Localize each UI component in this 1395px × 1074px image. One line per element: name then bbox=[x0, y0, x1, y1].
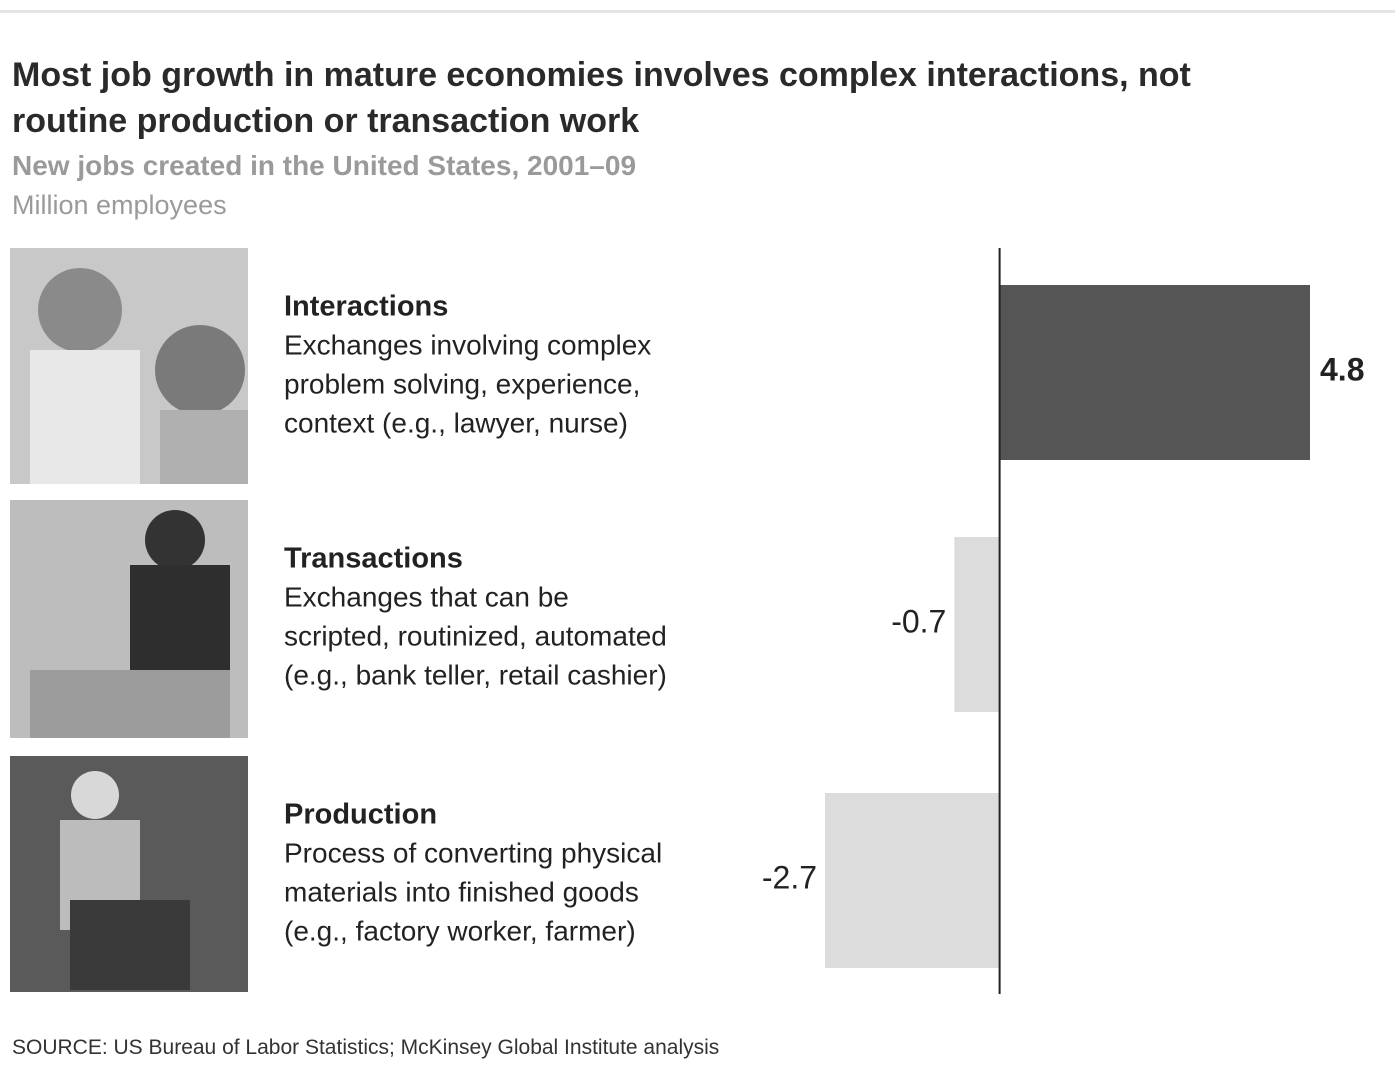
category-label: Transactions bbox=[284, 543, 463, 575]
category-description: Exchanges that can be bbox=[284, 581, 569, 612]
chart: Interactions Exchanges involving complex p… bbox=[10, 248, 1364, 994]
bar bbox=[825, 793, 1000, 968]
photo bbox=[10, 248, 248, 484]
value-label: -2.7 bbox=[762, 859, 817, 895]
value-label: 4.8 bbox=[1320, 351, 1364, 387]
photo bbox=[10, 500, 248, 738]
bar bbox=[954, 537, 1000, 712]
photo bbox=[10, 756, 248, 992]
bar bbox=[999, 285, 1310, 460]
category-description: materials into finished goods bbox=[284, 876, 639, 907]
chart-subtitle: New jobs created in the United States, 2… bbox=[12, 150, 637, 181]
category-description: context (e.g., lawyer, nurse) bbox=[284, 407, 628, 438]
category-description: Exchanges involving complex bbox=[284, 329, 651, 360]
category-label: Production bbox=[284, 799, 437, 831]
category-description: problem solving, experience, bbox=[284, 368, 640, 399]
category-description: Process of converting physical bbox=[284, 837, 662, 868]
category-label: Interactions bbox=[284, 291, 448, 323]
top-rule bbox=[0, 10, 1395, 13]
category-description: scripted, routinized, automated bbox=[284, 620, 667, 651]
category-description: (e.g., factory worker, farmer) bbox=[284, 915, 636, 946]
unit-label: Million employees bbox=[12, 190, 227, 220]
source-note: SOURCE: US Bureau of Labor Statistics; M… bbox=[12, 1036, 720, 1059]
chart-title: Most job growth in mature economies invo… bbox=[12, 56, 1191, 140]
value-label: -0.7 bbox=[891, 603, 946, 639]
category-description: (e.g., bank teller, retail cashier) bbox=[284, 659, 667, 690]
